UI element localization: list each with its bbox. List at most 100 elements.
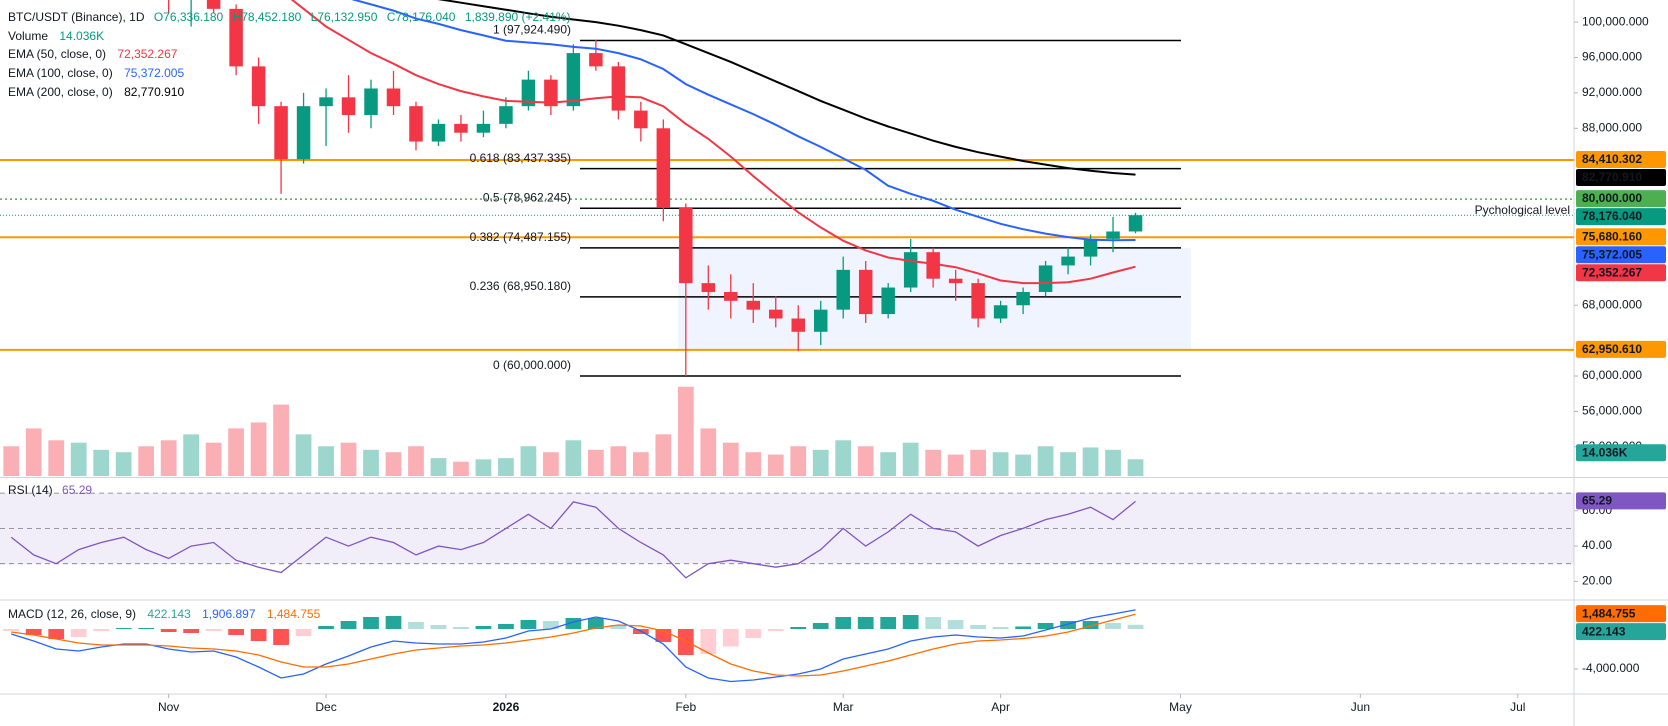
candle-body [206, 0, 221, 9]
price-tag [1576, 169, 1666, 187]
macd-hist-bar [745, 629, 762, 638]
volume-bar [1060, 452, 1076, 476]
volume-bar [543, 452, 559, 476]
price-tag [1576, 246, 1666, 264]
x-tick-label: Jul [1510, 700, 1525, 714]
x-tick-label: Mar [833, 700, 854, 714]
ohlc-close: C78,176.040 [387, 10, 456, 24]
volume-bar [1037, 446, 1054, 476]
macd-hist-bar [385, 616, 402, 629]
volume-bar [655, 434, 672, 476]
price-tag [1576, 228, 1666, 246]
candle-body [251, 66, 266, 107]
macd-hist-bar [565, 618, 582, 629]
volume-bar [363, 449, 379, 476]
candle-body [566, 53, 581, 107]
candle-body [454, 123, 468, 133]
legend-line: Volume 14.036K [8, 29, 104, 43]
macd-hist-bar [1082, 621, 1099, 629]
macd-hist-bar [160, 629, 177, 632]
price-tag-label: 84,410.302 [1582, 152, 1642, 166]
volume-bar [1082, 447, 1099, 476]
macd-hist-bar [205, 629, 222, 631]
symbol-title: BTC/USDT (Binance), 1D [8, 10, 145, 24]
price-tag-label: 62,950.610 [1582, 342, 1642, 356]
volume-bar [700, 428, 717, 476]
candle-body [836, 269, 850, 310]
y-tick-label: 40.00 [1582, 538, 1612, 552]
macd-hist-bar [610, 625, 627, 629]
y-tick-label: 92,000.000 [1582, 85, 1642, 99]
candle-body [769, 309, 783, 319]
volume-bar [138, 446, 155, 476]
candle-body [1038, 265, 1053, 292]
fib-label: 0.236 (68,950.180) [470, 279, 571, 293]
candle-body [296, 106, 311, 160]
macd-hist-bar [520, 620, 537, 629]
volume-bar [880, 452, 897, 476]
candle-body [858, 269, 873, 315]
macd-hist-bar [1060, 621, 1076, 629]
fib-label: 1 (97,924.490) [493, 23, 571, 37]
macd-hist-bar [228, 629, 244, 635]
volume-bar [677, 386, 694, 476]
ema-value: 75,372.005 [124, 66, 184, 80]
volume-bar [3, 446, 20, 476]
volume-bar [93, 449, 110, 476]
candle-body [431, 123, 446, 142]
macd-hist-bar [363, 617, 379, 629]
volume-value: 14.036K [59, 29, 104, 43]
price-marks [3, 0, 1144, 476]
macd-hist-bar [115, 628, 132, 629]
ohlc-change: 1,839.890 (+2.41%) [465, 10, 571, 24]
candle-body [274, 106, 288, 160]
macd-hist-bar [408, 622, 424, 629]
psych-level-text: Pychological level [1475, 203, 1570, 217]
y-tick-label: -4,000.000 [1582, 661, 1640, 675]
volume-bar [632, 452, 649, 476]
x-tick-label: Feb [675, 700, 696, 714]
ema-name: EMA (200, close, 0) [8, 85, 113, 99]
macd-hist-bar [70, 629, 87, 637]
candle-body [813, 309, 828, 332]
volume-bar [250, 422, 267, 476]
price-tag [1576, 151, 1666, 169]
price-tag-label: 82,770.910 [1582, 170, 1642, 184]
volume-bar [205, 442, 222, 476]
volume-bar [835, 440, 852, 476]
volume-bar [183, 434, 199, 476]
macd-hist-bar [340, 621, 357, 629]
volume-bar [228, 428, 244, 476]
volume-bar [273, 404, 289, 476]
macd-name: MACD (12, 26, close, 9) [8, 607, 136, 621]
volume-bar [588, 449, 604, 476]
macd-hist-bar [318, 626, 334, 629]
price-tag-label: 422.143 [1582, 624, 1626, 638]
volume-bar [790, 446, 807, 476]
volume-bar [970, 449, 986, 476]
candle-body [319, 97, 333, 107]
volume-bar [48, 440, 65, 476]
ema-value: 82,770.910 [124, 85, 184, 99]
price-tag-label: 14.036K [1582, 445, 1628, 459]
volume-bar [115, 452, 132, 476]
volume-bar [565, 440, 582, 476]
fib-label: 0.382 (74,487.155) [470, 230, 571, 244]
price-tag-label: 72,352.267 [1582, 265, 1642, 279]
volume-bar [1105, 449, 1121, 476]
macd-hist-bar [138, 628, 155, 629]
candle-body [634, 110, 648, 129]
volume-name: Volume [8, 29, 48, 43]
ema-line [290, 0, 1136, 285]
macd-pane [3, 609, 1144, 683]
candle-body [1061, 256, 1075, 266]
volume-bar [70, 442, 87, 476]
macd-hist-bar [93, 629, 110, 631]
x-tick-label: Nov [158, 700, 179, 714]
candle-body [521, 79, 536, 107]
volume-bar [25, 428, 42, 476]
macd-hist-bar [722, 629, 739, 647]
volume-bar [722, 442, 739, 476]
macd-value: 1,906.897 [202, 607, 256, 621]
